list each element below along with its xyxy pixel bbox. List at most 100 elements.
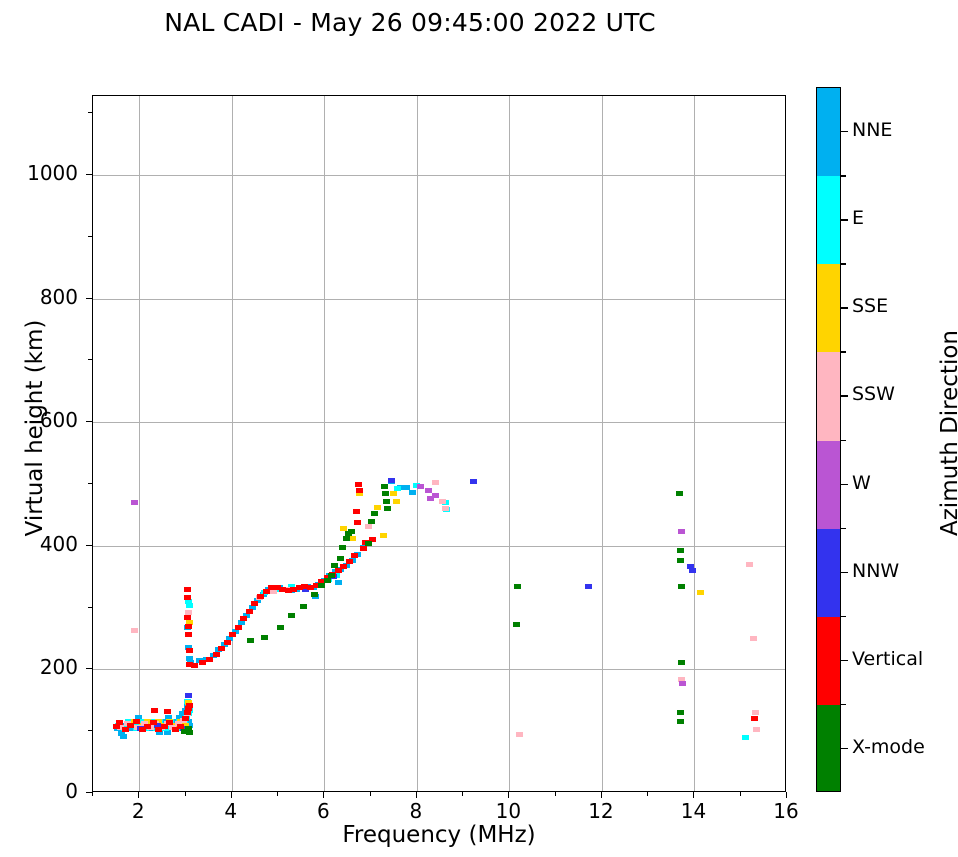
colorbar-segment-nnw[interactable]	[817, 528, 840, 617]
data-point	[234, 624, 242, 630]
data-point	[120, 733, 128, 739]
data-point	[134, 715, 142, 721]
x-tick-label: 12	[588, 799, 614, 823]
data-point	[248, 605, 256, 611]
colorbar-label-sse: SSE	[852, 295, 889, 318]
y-tick-mark-minor	[88, 606, 92, 608]
gridline-vertical	[694, 96, 696, 791]
x-tick-mark	[693, 792, 695, 798]
x-tick-label: 2	[131, 799, 145, 823]
data-point	[343, 535, 351, 541]
data-point	[359, 545, 367, 551]
colorbar-label-x-mode: X-mode	[852, 735, 925, 758]
data-point	[678, 584, 685, 590]
data-point	[312, 582, 320, 588]
data-point	[185, 602, 193, 608]
y-tick-mark	[86, 668, 92, 670]
data-point	[678, 528, 685, 534]
data-point	[131, 500, 139, 506]
data-point	[752, 727, 760, 733]
colorbar-boundary-tick	[841, 439, 846, 441]
x-tick-label: 4	[224, 799, 238, 823]
data-point	[112, 723, 120, 729]
data-point	[260, 634, 268, 640]
data-point	[154, 722, 162, 728]
data-point	[368, 537, 376, 543]
x-tick-mark-minor	[92, 792, 93, 796]
data-point	[232, 628, 239, 634]
colorbar-tick	[841, 219, 848, 221]
azimuth-colorbar[interactable]	[816, 87, 841, 792]
x-tick-mark	[323, 792, 325, 798]
data-point	[226, 636, 234, 642]
data-point	[687, 564, 695, 570]
colorbar-segment-e[interactable]	[817, 176, 840, 265]
colorbar-segment-vertical[interactable]	[817, 616, 840, 705]
plot-area	[92, 95, 786, 792]
data-point	[177, 723, 185, 729]
data-point	[331, 563, 338, 569]
data-point	[347, 528, 355, 534]
data-point	[306, 585, 314, 591]
data-point	[310, 591, 318, 597]
data-point	[300, 603, 308, 609]
data-point	[584, 584, 592, 590]
data-point	[340, 526, 348, 532]
data-point	[138, 727, 146, 733]
data-point	[184, 706, 192, 712]
data-point	[198, 659, 206, 665]
colorbar-segment-sse[interactable]	[817, 264, 840, 353]
data-point	[171, 727, 179, 733]
gridline-vertical	[601, 96, 603, 791]
data-point	[206, 657, 214, 663]
data-point	[381, 491, 389, 497]
data-point	[131, 627, 139, 633]
data-point	[185, 729, 193, 735]
colorbar-boundary-tick	[841, 527, 846, 530]
x-tick-label: 8	[409, 799, 423, 823]
data-point	[262, 589, 270, 595]
data-point	[318, 582, 326, 588]
data-point	[425, 487, 433, 493]
data-point	[408, 490, 416, 496]
data-point	[237, 619, 245, 625]
data-point	[355, 491, 363, 497]
data-point	[284, 587, 292, 593]
data-point	[741, 734, 749, 740]
x-tick-mark-minor	[647, 792, 649, 796]
colorbar-boundary-tick	[841, 175, 846, 177]
gridline-horizontal	[93, 545, 785, 547]
y-tick-mark-minor	[88, 483, 92, 485]
data-point	[166, 720, 174, 726]
data-point	[380, 484, 388, 490]
data-point	[132, 718, 140, 724]
data-point	[290, 586, 298, 592]
data-point	[380, 533, 388, 539]
data-point	[442, 506, 450, 512]
data-point	[251, 601, 259, 607]
data-point	[182, 722, 190, 728]
data-point	[348, 535, 356, 541]
colorbar-segment-w[interactable]	[817, 440, 840, 529]
data-point	[439, 498, 447, 504]
data-point	[388, 477, 396, 483]
y-tick-mark-minor	[88, 112, 92, 114]
data-point	[121, 727, 129, 733]
data-point	[256, 594, 264, 599]
data-point	[390, 491, 398, 497]
data-point	[676, 491, 684, 497]
data-point	[339, 544, 347, 550]
colorbar-segment-x-mode[interactable]	[817, 704, 840, 791]
data-point	[246, 638, 254, 644]
data-point	[368, 518, 376, 524]
colorbar-segment-ssw[interactable]	[817, 352, 840, 441]
data-point	[752, 710, 760, 716]
gridline-vertical	[324, 96, 326, 791]
data-point	[355, 481, 363, 487]
colorbar-segment-nne[interactable]	[817, 88, 840, 177]
data-point	[513, 622, 521, 628]
data-point	[185, 619, 193, 625]
y-axis-label: Virtual height (km)	[22, 319, 48, 537]
y-tick-mark	[86, 297, 92, 299]
colorbar-tick	[841, 747, 848, 750]
